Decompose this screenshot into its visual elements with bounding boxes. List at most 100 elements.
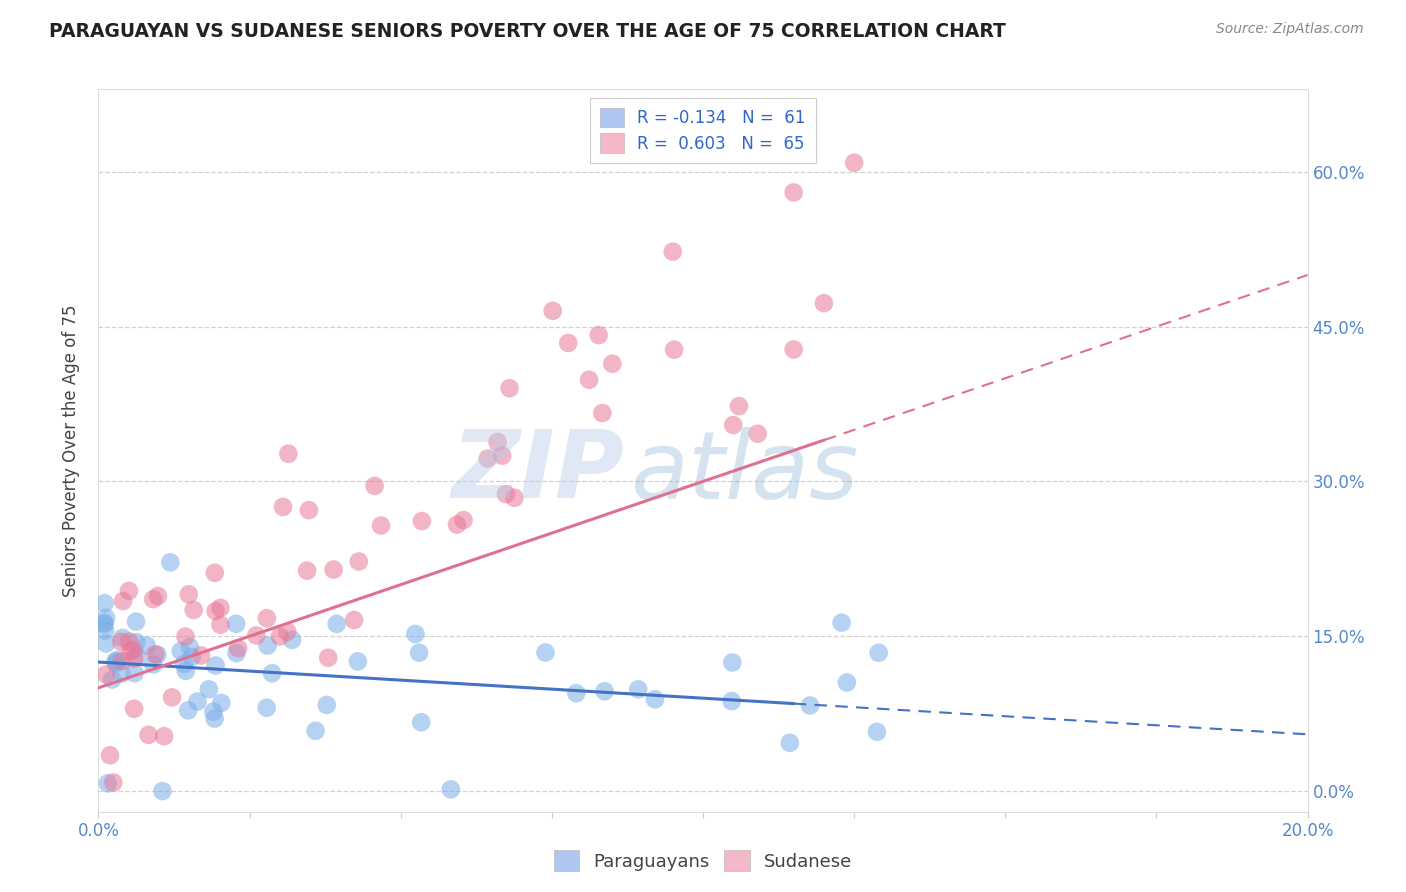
Point xyxy=(831,615,853,630)
Legend: Paraguayans, Sudanese: Paraguayans, Sudanese xyxy=(547,843,859,879)
Point xyxy=(111,654,134,668)
Point xyxy=(110,666,132,681)
Point xyxy=(122,643,145,657)
Point xyxy=(180,650,202,665)
Point xyxy=(866,724,889,739)
Point xyxy=(177,703,200,717)
Point xyxy=(183,603,205,617)
Point xyxy=(446,517,468,532)
Point xyxy=(105,653,128,667)
Point xyxy=(256,639,278,653)
Point xyxy=(498,381,520,395)
Point xyxy=(408,646,430,660)
Point xyxy=(453,513,475,527)
Point xyxy=(541,303,564,318)
Point xyxy=(173,657,195,671)
Point xyxy=(799,698,821,713)
Point xyxy=(152,784,174,798)
Point xyxy=(93,615,115,630)
Point xyxy=(143,648,166,662)
Point xyxy=(122,702,145,716)
Point xyxy=(486,435,509,450)
Point xyxy=(97,776,120,790)
Point xyxy=(262,666,284,681)
Y-axis label: Seniors Poverty Over the Age of 75: Seniors Poverty Over the Age of 75 xyxy=(62,304,80,597)
Point xyxy=(593,684,616,698)
Text: PARAGUAYAN VS SUDANESE SENIORS POVERTY OVER THE AGE OF 75 CORRELATION CHART: PARAGUAYAN VS SUDANESE SENIORS POVERTY O… xyxy=(49,22,1007,41)
Point xyxy=(118,583,141,598)
Point xyxy=(209,617,232,632)
Text: atlas: atlas xyxy=(630,426,859,517)
Point xyxy=(160,690,183,705)
Point xyxy=(835,675,858,690)
Point xyxy=(343,613,366,627)
Point xyxy=(783,343,806,357)
Point xyxy=(495,487,517,501)
Point xyxy=(204,566,226,580)
Point xyxy=(159,555,181,569)
Point xyxy=(142,657,165,672)
Point xyxy=(298,503,321,517)
Point xyxy=(94,624,117,638)
Point xyxy=(118,634,141,648)
Point xyxy=(534,646,557,660)
Point xyxy=(190,648,212,663)
Point xyxy=(728,399,751,413)
Text: Source: ZipAtlas.com: Source: ZipAtlas.com xyxy=(1216,22,1364,37)
Point xyxy=(503,491,526,505)
Point xyxy=(204,712,226,726)
Point xyxy=(204,658,226,673)
Point xyxy=(281,632,304,647)
Point xyxy=(271,500,294,514)
Point xyxy=(104,655,127,669)
Point xyxy=(363,479,385,493)
Point xyxy=(720,694,742,708)
Point xyxy=(477,451,499,466)
Point xyxy=(844,155,866,169)
Legend: R = -0.134   N =  61, R =  0.603   N =  65: R = -0.134 N = 61, R = 0.603 N = 65 xyxy=(591,97,815,162)
Point xyxy=(209,600,232,615)
Point xyxy=(226,641,249,656)
Point xyxy=(94,667,117,681)
Point xyxy=(557,335,579,350)
Point xyxy=(245,628,267,642)
Point xyxy=(661,244,683,259)
Point xyxy=(138,728,160,742)
Point xyxy=(225,646,247,660)
Point xyxy=(578,373,600,387)
Point xyxy=(347,554,370,568)
Point xyxy=(325,616,347,631)
Point xyxy=(101,673,124,687)
Point xyxy=(110,634,132,648)
Point xyxy=(125,635,148,649)
Point xyxy=(322,563,344,577)
Point xyxy=(370,518,392,533)
Point xyxy=(813,296,835,310)
Point xyxy=(179,640,201,654)
Point xyxy=(174,630,197,644)
Point xyxy=(93,617,115,632)
Point xyxy=(186,694,208,708)
Point xyxy=(204,604,226,618)
Point xyxy=(177,587,200,601)
Point xyxy=(120,644,142,658)
Point xyxy=(316,650,339,665)
Point xyxy=(225,616,247,631)
Point xyxy=(347,654,370,668)
Point xyxy=(491,449,513,463)
Point xyxy=(125,649,148,664)
Point xyxy=(779,736,801,750)
Point xyxy=(602,357,624,371)
Point xyxy=(404,627,426,641)
Point xyxy=(135,639,157,653)
Point xyxy=(315,698,337,712)
Point xyxy=(98,748,121,763)
Point xyxy=(125,615,148,629)
Point xyxy=(209,696,232,710)
Point xyxy=(747,426,769,441)
Point xyxy=(93,596,115,610)
Point xyxy=(411,715,433,730)
Point xyxy=(105,657,128,671)
Point xyxy=(174,664,197,678)
Point xyxy=(588,328,610,343)
